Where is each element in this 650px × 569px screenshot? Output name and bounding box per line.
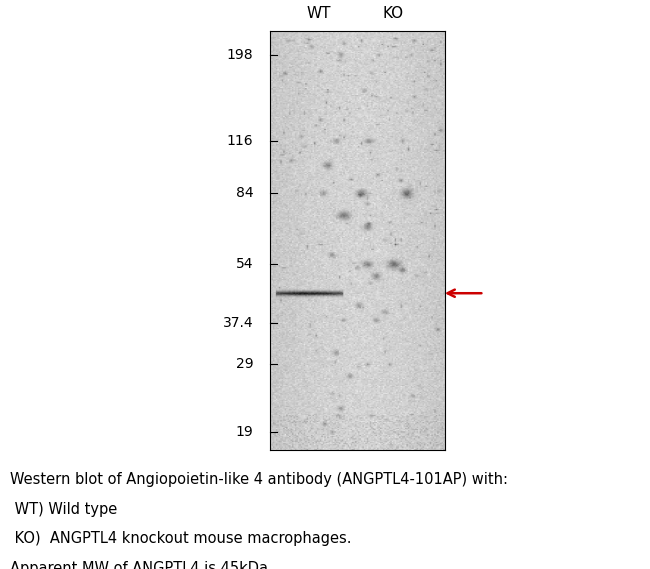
Text: Western blot of Angiopoietin-like 4 antibody (ANGPTL4-101AP) with:: Western blot of Angiopoietin-like 4 anti…	[10, 472, 508, 487]
Text: KO: KO	[382, 6, 403, 21]
Text: Apparent MW of ANGPTL4 is 45kDa.: Apparent MW of ANGPTL4 is 45kDa.	[10, 561, 272, 569]
Text: 19: 19	[236, 424, 254, 439]
Text: 116: 116	[227, 134, 254, 148]
Text: 37.4: 37.4	[223, 316, 254, 330]
Text: 29: 29	[236, 357, 254, 371]
Text: 198: 198	[227, 48, 254, 63]
Text: KO)  ANGPTL4 knockout mouse macrophages.: KO) ANGPTL4 knockout mouse macrophages.	[10, 531, 351, 546]
Text: 84: 84	[236, 186, 254, 200]
Text: WT: WT	[307, 6, 331, 21]
Text: WT) Wild type: WT) Wild type	[10, 502, 117, 517]
Text: 54: 54	[236, 257, 254, 271]
